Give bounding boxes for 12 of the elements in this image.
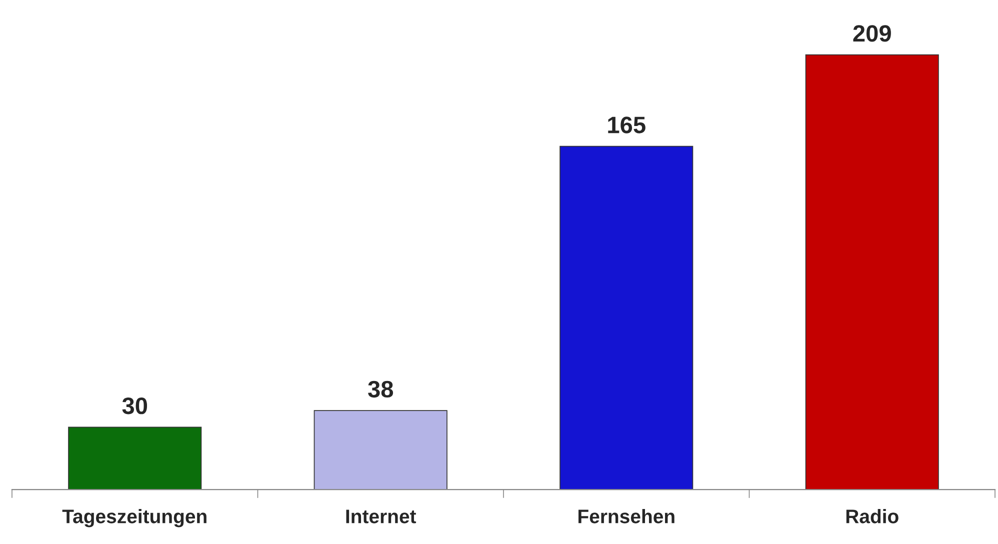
x-tick-label: Tageszeitungen <box>62 509 206 528</box>
x-tick-label: Radio <box>846 509 898 524</box>
data-label: 38 <box>368 380 394 398</box>
bar <box>805 54 939 490</box>
bar <box>314 410 448 490</box>
data-label: 209 <box>853 25 891 42</box>
bar <box>68 426 202 490</box>
bar <box>560 146 694 490</box>
x-tick-label: Internet <box>346 510 416 524</box>
data-label: 165 <box>608 116 646 134</box>
x-tick-label: Fernsehen <box>578 509 674 524</box>
data-label: 30 <box>122 397 148 414</box>
